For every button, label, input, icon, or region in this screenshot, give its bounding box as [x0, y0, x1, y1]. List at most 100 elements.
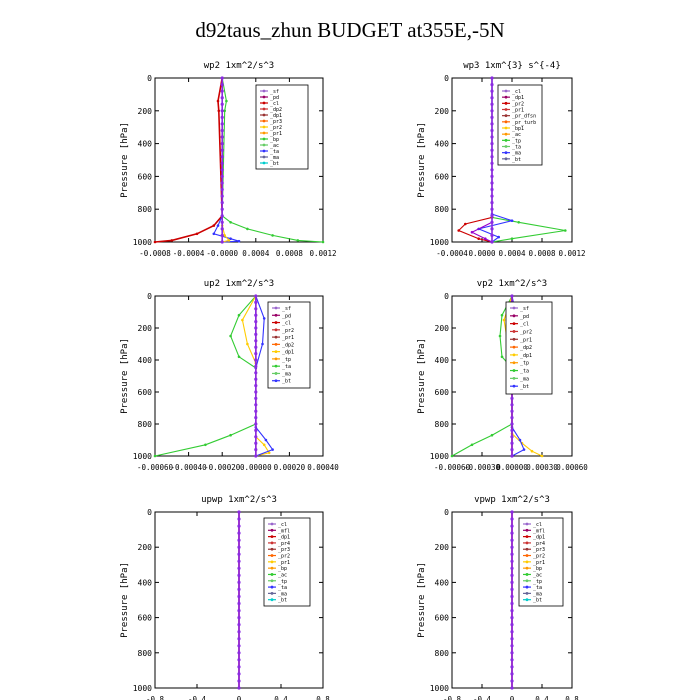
legend-entry: _bp: [278, 566, 287, 572]
legend: _sf_pd_cl_dp2_dp1_pr3_pr2_pr1_bp_ac_ta_m…: [255, 84, 309, 170]
legend-entry: _ta: [270, 149, 279, 155]
center-marker: [237, 594, 241, 599]
center-marker: [510, 416, 514, 420]
center-marker: [490, 233, 494, 237]
legend-marker: [270, 528, 274, 532]
center-marker: [510, 435, 514, 439]
y-tick-label: 800: [138, 205, 153, 214]
y-tick-label: 200: [138, 324, 153, 333]
center-marker: [237, 651, 241, 655]
center-marker: [254, 313, 258, 317]
legend-entry: _tp: [278, 579, 287, 585]
legend-entry: _ma: [282, 371, 291, 377]
series-point-_pr2: [204, 443, 207, 447]
center-marker: [490, 174, 494, 178]
legend-entry: _pr2: [533, 554, 545, 560]
legend-entry: _dp1: [278, 535, 290, 541]
center-marker: [237, 559, 241, 563]
x-tick-label: 0.0000: [468, 249, 496, 258]
center-marker: [254, 294, 258, 298]
series-point-_dp1: [497, 235, 501, 239]
center-marker: [220, 240, 224, 244]
center-marker: [490, 142, 494, 146]
center-marker: [510, 396, 514, 400]
legend-marker: [274, 306, 278, 310]
series-point-_pd: [216, 99, 220, 103]
series-point-_pd: [153, 240, 157, 244]
y-tick-label: 600: [435, 388, 450, 397]
legend-entry: _pd: [270, 95, 279, 101]
center-marker: [510, 531, 514, 535]
legend-entry: _pr3: [278, 547, 290, 553]
legend-entry: _pr2: [282, 328, 294, 334]
y-tick-label: 800: [138, 420, 153, 429]
legend-marker: [270, 522, 274, 526]
center-marker: [220, 115, 224, 119]
center-marker: [220, 207, 224, 211]
center-marker: [254, 416, 258, 420]
series-point-_bp: [296, 239, 300, 242]
center-marker: [237, 616, 241, 620]
center-marker: [254, 352, 258, 356]
legend-entry: _pr3: [270, 119, 282, 125]
center-marker: [510, 428, 514, 432]
x-tick-label: 0.0004: [242, 249, 270, 258]
legend: _sf_pd _cl_pr2_pr1_dp2 _dp1_tp_ta_ma _bt: [267, 301, 311, 389]
series-point-_pr1: [227, 239, 231, 242]
series-point-_pr1: [502, 318, 506, 322]
center-marker: [254, 422, 258, 426]
series-point-_pr2: [498, 334, 502, 338]
legend-entry: _ma: [278, 591, 287, 597]
center-marker: [237, 609, 241, 613]
center-marker: [254, 390, 258, 394]
series-point-_dp2: [262, 317, 266, 320]
y-tick-label: 1000: [133, 684, 152, 693]
x-tick-label: 0.00000: [240, 463, 272, 472]
center-marker: [220, 155, 224, 159]
chart-panel-3: up2 1xm^2/s^302004006008001000-0.00060-0…: [120, 279, 339, 472]
center-marker: [237, 545, 241, 549]
legend-marker: [525, 579, 529, 583]
legend-marker: [270, 591, 274, 595]
center-marker: [237, 566, 241, 570]
center-marker: [510, 510, 514, 514]
legend-entry: _ac: [533, 572, 542, 578]
y-tick-label: 600: [435, 172, 450, 181]
series-point-_bp: [246, 227, 249, 231]
legend-entry: _ta: [512, 145, 521, 151]
series-point-_pr1: [262, 443, 266, 447]
center-marker: [510, 573, 514, 578]
legend-entry: _pr_turb: [512, 120, 536, 126]
panel-title: wp3 1xm^{3} s^{-4}: [463, 61, 561, 71]
center-marker: [254, 377, 258, 381]
center-marker: [254, 332, 258, 336]
x-tick-label: 0.0012: [558, 249, 585, 258]
legend-marker: [504, 95, 508, 99]
legend-marker: [512, 322, 516, 326]
legend-marker: [262, 131, 266, 135]
center-marker: [220, 122, 224, 126]
legend-entry: _cl: [270, 101, 279, 107]
series-point-_pr2: [237, 355, 241, 359]
legend-marker: [525, 554, 529, 557]
series-point-_pd: [195, 232, 199, 236]
legend-marker: [262, 119, 266, 123]
legend-marker: [504, 145, 508, 148]
legend-entry: _pr1: [278, 560, 290, 566]
center-marker: [490, 207, 494, 211]
center-marker: [510, 559, 514, 563]
legend-entry: _cl: [278, 522, 287, 528]
plot-frame: [154, 295, 324, 457]
x-tick-label: -0.8: [443, 695, 462, 700]
legend-entry: _tp: [282, 357, 291, 363]
center-marker: [490, 83, 494, 87]
x-tick-label: 0.8: [316, 695, 330, 700]
legend-entry: _pr_dfsn: [512, 114, 536, 120]
y-tick-label: 1000: [430, 452, 449, 461]
x-tick-label: 0.00060: [556, 463, 588, 472]
series-point-_bp: [321, 240, 325, 244]
series-point-_bp: [229, 221, 232, 224]
center-marker: [220, 96, 224, 100]
page-title: d92taus_zhun BUDGET at355E,-5N: [195, 18, 505, 42]
center-marker: [237, 510, 241, 514]
